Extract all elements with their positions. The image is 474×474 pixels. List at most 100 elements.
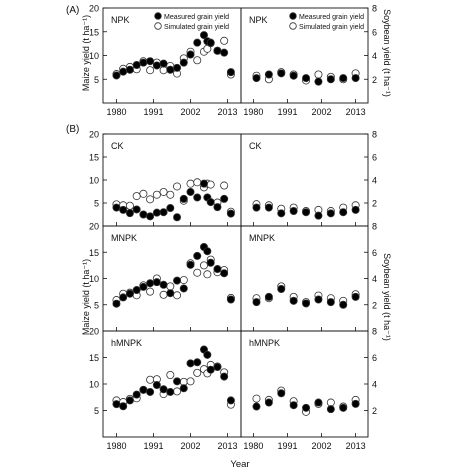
- x-tick-label: 1991: [143, 441, 163, 451]
- measured-point: [203, 350, 212, 359]
- simulated-point: [146, 375, 155, 384]
- measured-point: [152, 61, 161, 70]
- measured-point: [166, 204, 175, 213]
- simulated-point: [186, 377, 195, 386]
- measured-point: [152, 208, 161, 217]
- x-tick-label: 2013: [346, 107, 366, 117]
- y-tick-label: 15: [89, 153, 99, 163]
- measured-point: [119, 67, 128, 76]
- measured-point: [289, 71, 298, 80]
- simulated-point: [159, 187, 168, 196]
- measured-point: [206, 365, 215, 374]
- measured-point: [139, 385, 148, 394]
- measured-point: [206, 258, 215, 267]
- soybean-hmnpk-panel: 2 4 6 8 1980 1991 2002 2013 hMNPK: [240, 327, 377, 451]
- measured-point: [146, 57, 155, 66]
- panel-b-label: (B): [66, 124, 79, 135]
- simulated-point: [314, 70, 323, 79]
- simulated-point: [173, 182, 182, 191]
- simulated-point: [326, 398, 335, 407]
- measured-point: [186, 50, 195, 59]
- measured-point: [139, 210, 148, 219]
- measured-point: [206, 198, 215, 207]
- measured-point: [179, 284, 188, 293]
- y-tick-label: 4: [372, 51, 377, 61]
- measured-point: [173, 276, 182, 285]
- y-tick-label: 2: [372, 300, 377, 310]
- measured-point: [220, 48, 229, 57]
- x-tick-label: 2002: [312, 107, 332, 117]
- y-tick-label: 5: [94, 199, 99, 209]
- right-y-axis-title-a: Soybean yield (t ha⁻¹): [382, 9, 392, 97]
- measured-point: [252, 402, 261, 411]
- maize-ck-treatment-label: CK: [111, 141, 124, 151]
- simulated-point: [173, 291, 182, 300]
- measured-point: [226, 209, 235, 218]
- measured-point: [339, 74, 348, 83]
- simulated-point: [166, 282, 175, 291]
- measured-point: [277, 389, 286, 398]
- measured-point: [264, 292, 273, 301]
- simulated-point: [206, 180, 215, 189]
- legend-measured-marker: [289, 12, 297, 20]
- y-tick-label: 6: [372, 27, 377, 37]
- measured-point: [193, 193, 202, 202]
- measured-point: [193, 358, 202, 367]
- y-tick-label: 4: [372, 274, 377, 284]
- measured-point: [264, 70, 273, 79]
- measured-point: [277, 209, 286, 218]
- legend-simulated-label: Simulated grain yield: [164, 24, 229, 31]
- simulated-point: [186, 179, 195, 188]
- measured-point: [302, 74, 311, 83]
- soybean-hmnpk-treatment-label: hMNPK: [249, 338, 280, 348]
- x-tick-label: 2002: [180, 107, 200, 117]
- measured-point: [193, 251, 202, 260]
- measured-point: [326, 209, 335, 218]
- measured-point: [159, 280, 168, 289]
- simulated-point: [252, 394, 261, 403]
- measured-point: [314, 398, 323, 407]
- maize-hmnpk-panel: 5 10 15 20 1980 1991 2002 2013 hMNPK: [89, 327, 242, 451]
- simulated-point: [132, 192, 141, 201]
- measured-point: [173, 377, 182, 386]
- soybean-legend: Measured grain yield Simulated grain yiel…: [289, 12, 364, 31]
- simulated-point: [203, 270, 212, 279]
- measured-point: [326, 405, 335, 414]
- simulated-point: [159, 66, 168, 75]
- simulated-point: [159, 290, 168, 299]
- x-tick-label: 2002: [312, 441, 332, 451]
- x-tick-label: 2013: [346, 441, 366, 451]
- x-tick-label: 2013: [218, 441, 238, 451]
- measured-point: [119, 402, 128, 411]
- simulated-point: [193, 178, 202, 187]
- measured-point: [125, 65, 134, 74]
- measured-point: [302, 403, 311, 412]
- measured-point: [351, 399, 360, 408]
- y-tick-label: 6: [372, 248, 377, 258]
- measured-point: [166, 65, 175, 74]
- x-tick-label: 2002: [180, 441, 200, 451]
- measured-point: [226, 295, 235, 304]
- right-y-axis-title-b: Soybean yield (t ha⁻¹): [382, 253, 392, 341]
- measured-point: [146, 212, 155, 221]
- simulated-point: [193, 368, 202, 377]
- measured-point: [277, 69, 286, 78]
- left-y-axis-title-b: Maize yield (t ha⁻¹): [81, 259, 91, 335]
- measured-point: [132, 61, 141, 70]
- measured-point: [339, 403, 348, 412]
- measured-point: [173, 213, 182, 222]
- simulated-point: [146, 66, 155, 75]
- y-tick-label: 8: [372, 130, 377, 140]
- y-tick-label: 8: [372, 327, 377, 337]
- y-tick-label: 20: [89, 130, 99, 140]
- measured-point: [179, 194, 188, 203]
- measured-point: [159, 208, 168, 217]
- measured-point: [289, 296, 298, 305]
- maize-legend: Measured grain yield Simulated grain yiel…: [154, 12, 229, 31]
- measured-point: [159, 385, 168, 394]
- measured-point: [125, 396, 134, 405]
- measured-point: [173, 63, 182, 72]
- soybean-mnpk-panel: 2 4 6 8 MNPK: [240, 222, 377, 332]
- y-tick-label: 2: [372, 199, 377, 209]
